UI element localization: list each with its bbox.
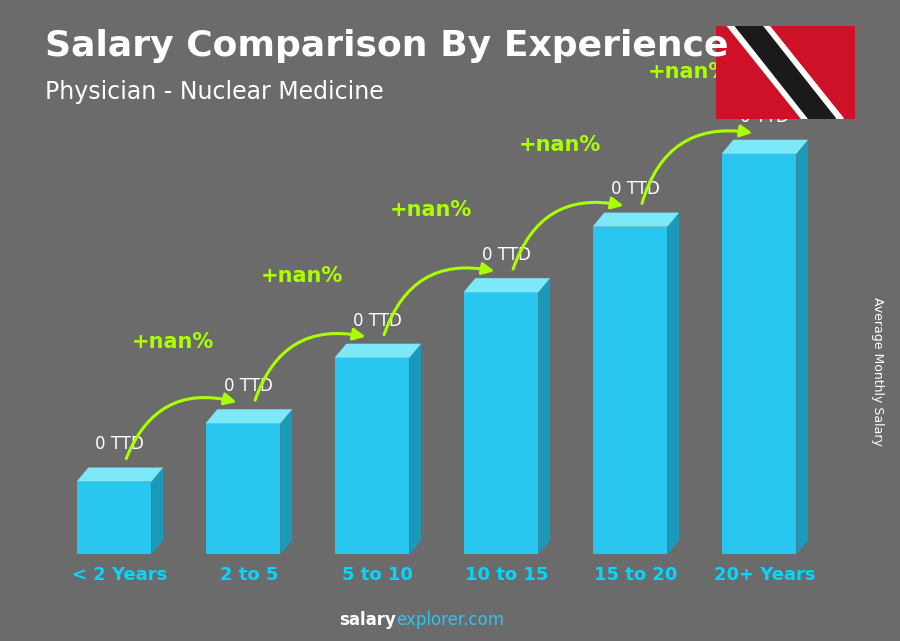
Polygon shape (464, 292, 538, 554)
Text: +nan%: +nan% (519, 135, 601, 155)
Text: 0 TTD: 0 TTD (482, 246, 531, 264)
Text: +nan%: +nan% (261, 266, 344, 286)
Polygon shape (668, 213, 680, 554)
Text: 2 to 5: 2 to 5 (220, 566, 278, 584)
Text: 0 TTD: 0 TTD (611, 181, 661, 199)
Text: 20+ Years: 20+ Years (714, 566, 815, 584)
Text: +nan%: +nan% (390, 201, 472, 221)
Polygon shape (464, 278, 550, 292)
Polygon shape (410, 344, 421, 554)
Polygon shape (76, 467, 163, 481)
Polygon shape (796, 140, 808, 554)
Polygon shape (592, 227, 668, 554)
Polygon shape (205, 423, 281, 554)
Polygon shape (335, 344, 421, 358)
Text: +nan%: +nan% (648, 62, 731, 82)
Text: < 2 Years: < 2 Years (72, 566, 167, 584)
FancyBboxPatch shape (713, 23, 858, 121)
Polygon shape (281, 409, 292, 554)
Polygon shape (592, 213, 680, 227)
Text: 0 TTD: 0 TTD (354, 312, 402, 329)
Polygon shape (538, 278, 550, 554)
Text: explorer.com: explorer.com (396, 612, 504, 629)
Text: salary: salary (339, 612, 396, 629)
Polygon shape (735, 26, 835, 119)
Polygon shape (335, 358, 410, 554)
Text: 5 to 10: 5 to 10 (342, 566, 413, 584)
Polygon shape (722, 154, 796, 554)
Polygon shape (151, 467, 163, 554)
Text: 15 to 20: 15 to 20 (594, 566, 678, 584)
Text: Physician - Nuclear Medicine: Physician - Nuclear Medicine (45, 80, 383, 104)
Text: Salary Comparison By Experience: Salary Comparison By Experience (45, 29, 728, 63)
Text: 0 TTD: 0 TTD (224, 377, 274, 395)
Polygon shape (76, 481, 151, 554)
Text: 10 to 15: 10 to 15 (465, 566, 548, 584)
Polygon shape (727, 26, 843, 119)
Polygon shape (205, 409, 292, 423)
Text: Average Monthly Salary: Average Monthly Salary (871, 297, 884, 446)
Text: +nan%: +nan% (132, 331, 214, 351)
Polygon shape (722, 140, 808, 154)
Text: 0 TTD: 0 TTD (741, 108, 789, 126)
Text: 0 TTD: 0 TTD (95, 435, 144, 453)
